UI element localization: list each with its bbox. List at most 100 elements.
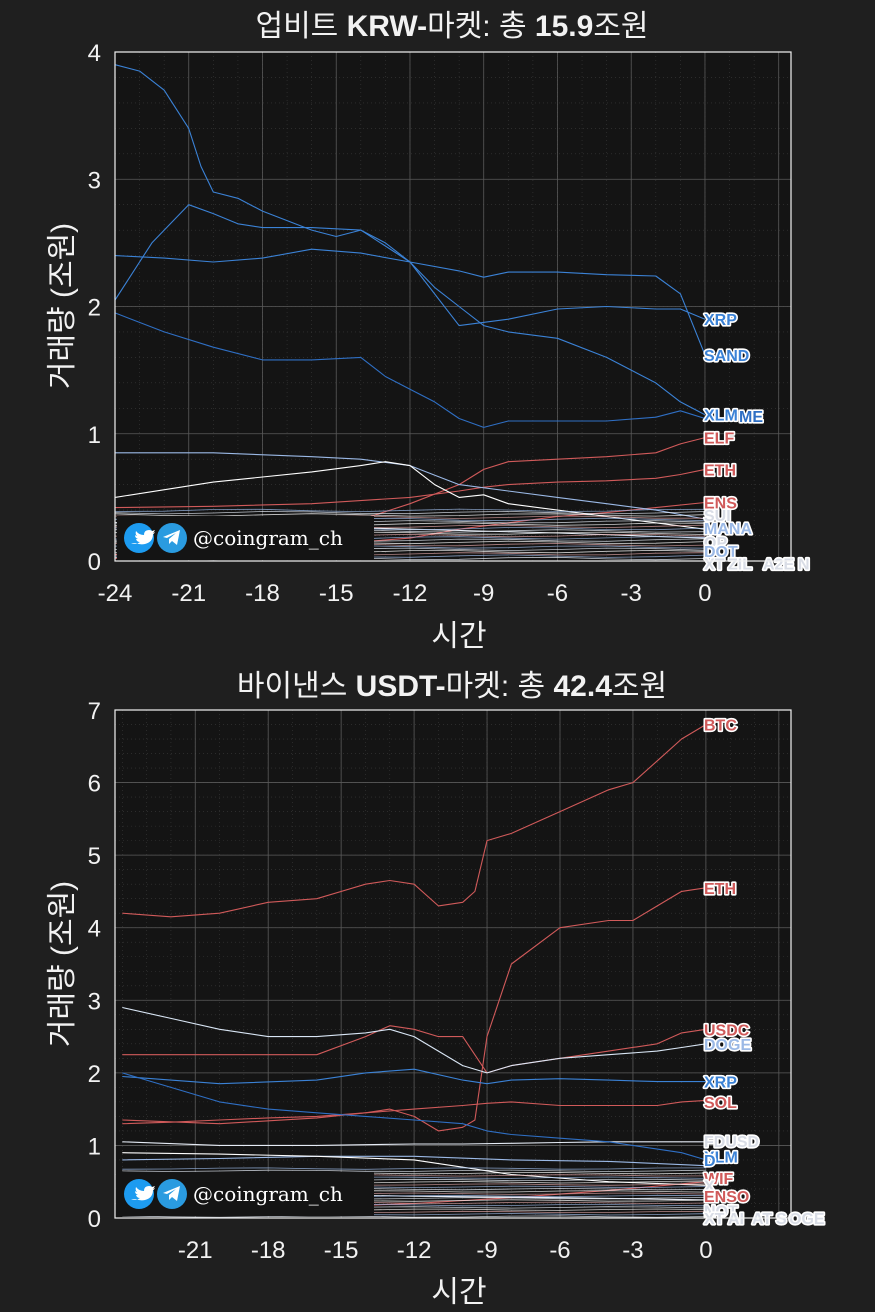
x-tick-label: -12 xyxy=(397,1237,432,1264)
coin-label: XRP xyxy=(704,1075,737,1092)
binance-usdt-chart: 바이낸스 USDT-마켓: 총 42.4조원 -21 -18 -15 -12 -9 -6-… xyxy=(46,670,826,1309)
x-axis-label: 시간 xyxy=(431,1276,486,1309)
watermark-text: @coingram_ch xyxy=(193,1182,343,1206)
series-line-minor xyxy=(122,1169,706,1173)
coin-label: DOT xyxy=(704,544,738,561)
chart-title: 바이낸스 USDT-마켓: 총 42.4조원 xyxy=(237,670,667,703)
coin-label: OGE xyxy=(789,1211,825,1228)
series-line-btc xyxy=(122,887,706,1132)
coin-label: ETH xyxy=(704,881,736,898)
x-tick-label: -24 xyxy=(98,580,133,607)
series-line-sand xyxy=(114,248,706,356)
y-tick-label: 2 xyxy=(88,1061,101,1088)
series-line-xrp xyxy=(122,1068,706,1085)
coin-label: DOGE xyxy=(704,1037,751,1054)
x-tick-label: -21 xyxy=(171,580,206,607)
y-tick-label: 1 xyxy=(88,1133,101,1160)
y-tick-label: 3 xyxy=(88,167,101,194)
y-tick-label: 7 xyxy=(88,698,101,725)
x-tick-label: -15 xyxy=(324,1237,359,1264)
coin-label: X xyxy=(704,1178,715,1195)
watermark-text: @coingram_ch xyxy=(193,526,343,550)
series-line-me xyxy=(114,312,706,428)
plot-area xyxy=(115,710,791,1218)
series-line-mana xyxy=(115,452,706,520)
coin-label: A2E xyxy=(763,557,794,574)
y-axis-label: 거래량 (조원) xyxy=(46,223,79,389)
y-tick-label: 2 xyxy=(88,295,101,322)
coin-label: XT xyxy=(704,1211,725,1228)
coin-label: XT xyxy=(704,557,725,574)
coin-label: SOL xyxy=(704,1095,737,1112)
coin-label: USDC xyxy=(704,1022,750,1039)
coin-label: XRP xyxy=(704,312,737,329)
x-tick-label: 0 xyxy=(699,1237,712,1264)
x-tick-label: -9 xyxy=(476,1237,497,1264)
coin-label: D xyxy=(704,1153,716,1170)
upbit-krw-chart: 업비트 KRW-마켓: 총 15.9조원 -24 -21 -18 -15 -12 -9 -6… xyxy=(46,10,811,653)
coin-label: FDUSD xyxy=(704,1134,759,1151)
y-tick-label: 4 xyxy=(88,916,101,943)
plot-frame xyxy=(114,709,792,1219)
series-line-xlm xyxy=(122,1072,707,1161)
y-tick-label: 5 xyxy=(88,843,101,870)
series-line-usdc xyxy=(122,1025,706,1074)
x-tick-label: -3 xyxy=(621,580,642,607)
coin-label: ME xyxy=(739,409,763,426)
coin-label: ENSO xyxy=(704,1189,749,1206)
coin-label: SAND xyxy=(704,348,749,365)
coin-label: ETH xyxy=(704,462,736,479)
y-tick-label: 3 xyxy=(88,988,101,1015)
x-tick-label: -6 xyxy=(549,1237,570,1264)
series-line-fdusd xyxy=(122,1141,706,1146)
coin-label: N xyxy=(798,557,810,574)
watermark-badge: @coingram_ch xyxy=(117,516,374,560)
coin-label: ENS xyxy=(704,495,737,512)
coin-label: AI xyxy=(728,1211,744,1228)
series-line-minor xyxy=(122,1167,706,1170)
x-tick-label: -15 xyxy=(319,580,354,607)
coin-label: OP xyxy=(704,535,727,552)
series-line-doge xyxy=(122,1006,706,1074)
coin-label: NOT xyxy=(704,1204,738,1221)
y-tick-label: 6 xyxy=(88,771,101,798)
coin-label: XLM xyxy=(704,408,738,425)
axis-ticks: -21 -18 -15 -12 -9 -6 -3 0 0 1 2 3 4 5 6 7 xyxy=(88,698,713,1264)
y-tick-label: 0 xyxy=(88,549,101,576)
x-tick-label: -3 xyxy=(622,1237,643,1264)
y-axis-label: 거래량 (조원) xyxy=(46,881,79,1047)
coin-label: ELF xyxy=(704,431,734,448)
series-line-xlm xyxy=(114,64,706,416)
series-line-x xyxy=(122,1152,706,1186)
coin-label: WIF xyxy=(704,1171,734,1188)
x-tick-label: -12 xyxy=(393,580,428,607)
x-tick-label: -21 xyxy=(178,1237,213,1264)
x-tick-label: -9 xyxy=(473,580,494,607)
series-line-eth xyxy=(122,724,707,918)
coin-label: SUI xyxy=(704,508,731,525)
x-tick-label: 0 xyxy=(698,580,711,607)
coin-label: BTC xyxy=(704,718,737,735)
chart-title: 업비트 KRW-마켓: 총 15.9조원 xyxy=(255,10,648,43)
x-tick-label: -6 xyxy=(547,580,568,607)
y-tick-label: 4 xyxy=(88,40,101,67)
x-tick-label: -18 xyxy=(251,1237,286,1264)
x-axis-label: 시간 xyxy=(431,620,486,653)
series-line-eth xyxy=(114,468,706,509)
series-line-minor xyxy=(122,1215,706,1218)
coin-label: MANA xyxy=(704,521,752,538)
coin-label: ZIL xyxy=(728,557,752,574)
series-line-sol xyxy=(122,1099,706,1125)
x-tick-label: -18 xyxy=(245,580,280,607)
watermark-badge: @coingram_ch xyxy=(117,1172,374,1216)
coin-label: AT xyxy=(752,1211,772,1228)
y-tick-label: 1 xyxy=(88,422,101,449)
coin-label: XLM xyxy=(704,1149,738,1166)
coin-label: S xyxy=(776,1211,787,1228)
series-line-minor xyxy=(114,510,706,515)
plot-frame xyxy=(114,51,792,562)
y-tick-label: 0 xyxy=(88,1206,101,1233)
